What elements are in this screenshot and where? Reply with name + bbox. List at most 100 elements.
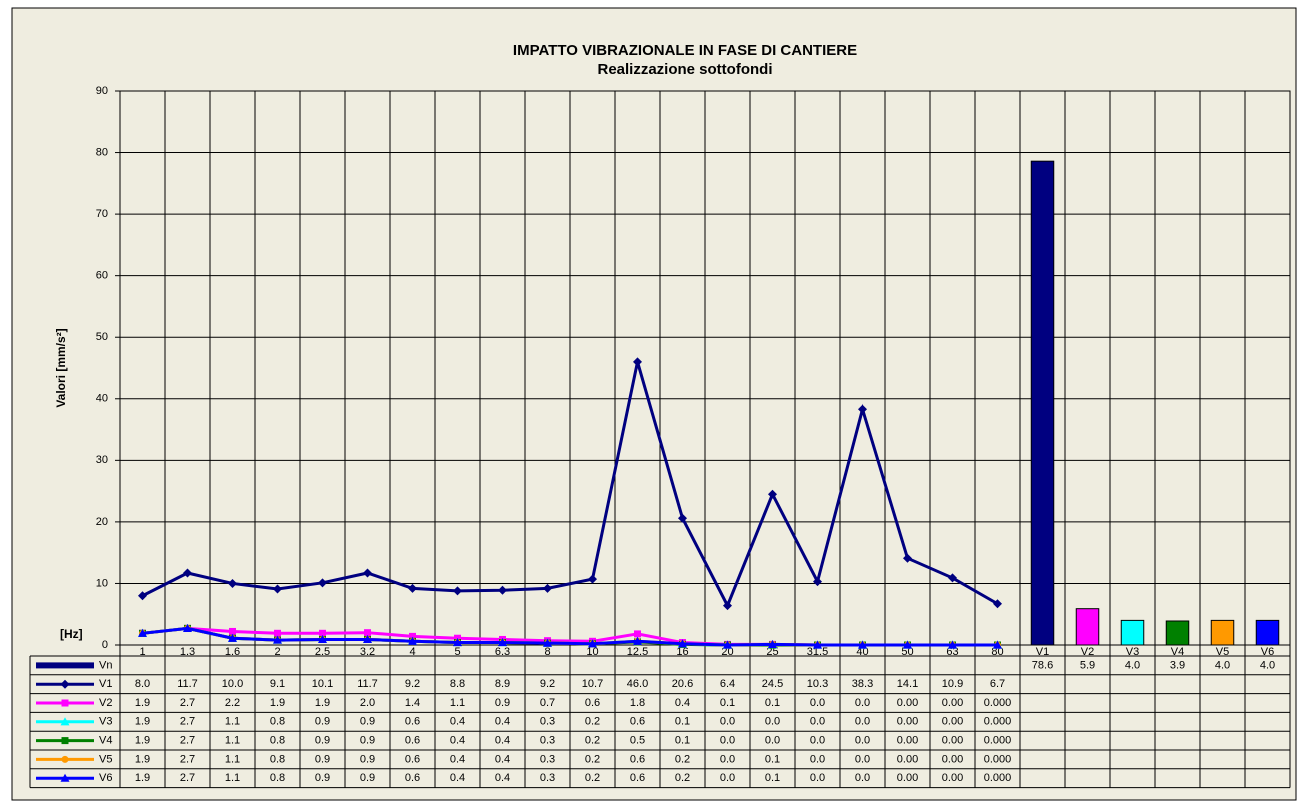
x-axis-label: [Hz]: [60, 627, 83, 641]
table-value: 0.0: [855, 697, 870, 709]
table-value: 8.0: [135, 678, 150, 690]
x-tick-label: 10: [586, 646, 598, 658]
bar: [1165, 620, 1190, 646]
marker: [318, 634, 327, 644]
marker: [813, 640, 822, 649]
x-tick-label: V3: [1126, 646, 1139, 658]
marker: [768, 489, 777, 499]
x-tick-label: 20: [721, 646, 733, 658]
table-value: 1.8: [630, 697, 645, 709]
x-tick-label: 1.6: [225, 646, 240, 658]
table-value: 0.0: [720, 735, 735, 747]
table-value: 0.1: [675, 716, 690, 728]
table-value: 0.6: [630, 772, 645, 784]
table-value: 0.2: [585, 772, 600, 784]
x-tick-label: 50: [901, 646, 913, 658]
bar: [1210, 619, 1235, 646]
table-value: 0.0: [765, 716, 780, 728]
table-value: 14.1: [897, 678, 918, 690]
marker: [228, 578, 237, 588]
table-value: 3.9: [1170, 659, 1185, 671]
table-value: 0.2: [675, 753, 690, 765]
x-tick-label: 5: [454, 646, 460, 658]
table-value: 0.1: [765, 697, 780, 709]
table-value: 0.2: [585, 735, 600, 747]
table-value: 0.4: [450, 735, 465, 747]
table-value: 0.6: [630, 753, 645, 765]
table-value: 2.7: [180, 697, 195, 709]
table-value: 1.9: [315, 697, 330, 709]
marker: [588, 574, 597, 584]
table-value: 0.9: [360, 735, 375, 747]
marker: [723, 640, 732, 649]
y-tick-label: 0: [102, 639, 108, 651]
table-value: 0.5: [630, 735, 645, 747]
marker: [364, 629, 371, 637]
x-tick-label: 6.3: [495, 646, 510, 658]
marker: [183, 568, 192, 578]
table-value: 0.9: [495, 697, 510, 709]
marker: [61, 755, 69, 763]
marker: [903, 553, 912, 563]
marker: [318, 578, 327, 588]
x-tick-label: 40: [856, 646, 868, 658]
table-value: 0.0: [810, 753, 825, 765]
table-value: 0.4: [675, 697, 690, 709]
table-value: 1.9: [135, 772, 150, 784]
table-value: 0.00: [942, 772, 963, 784]
table-value: 2.2: [225, 697, 240, 709]
marker: [993, 640, 1002, 649]
table-value: 0.1: [765, 753, 780, 765]
x-tick-label: 2: [274, 646, 280, 658]
table-value: 0.00: [897, 753, 918, 765]
x-tick-label: 3.2: [360, 646, 375, 658]
table-value: 0.0: [720, 716, 735, 728]
marker: [768, 639, 777, 648]
table-value: 6.7: [990, 678, 1005, 690]
marker: [408, 583, 417, 593]
table-value: 8.8: [450, 678, 465, 690]
table-value: 0.4: [495, 735, 510, 747]
marker: [274, 629, 281, 637]
marker: [453, 586, 462, 596]
marker: [633, 357, 642, 367]
table-value: 0.2: [675, 772, 690, 784]
bar: [1120, 619, 1145, 646]
table-value: 0.00: [897, 697, 918, 709]
marker: [858, 640, 867, 649]
legend-label: V1: [99, 678, 112, 690]
table-value: 0.3: [540, 772, 555, 784]
chart-title: IMPATTO VIBRAZIONALE IN FASE DI CANTIERE: [513, 42, 857, 59]
marker: [228, 633, 237, 642]
table-value: 2.7: [180, 753, 195, 765]
x-tick-label: 1.3: [180, 646, 195, 658]
table-value: 0.9: [315, 753, 330, 765]
legend-label: V6: [99, 772, 112, 784]
marker: [633, 636, 642, 645]
marker: [498, 638, 507, 647]
marker: [60, 773, 70, 782]
table-value: 1.1: [225, 753, 240, 765]
legend-label: V4: [99, 735, 112, 747]
x-tick-label: 16: [676, 646, 688, 658]
marker: [273, 584, 282, 594]
table-value: 0.0: [810, 735, 825, 747]
marker: [678, 513, 687, 523]
table-value: 0.9: [360, 753, 375, 765]
table-value: 0.1: [720, 697, 735, 709]
legend-label: V5: [99, 753, 112, 765]
table-value: 8.9: [495, 678, 510, 690]
table-value: 0.6: [405, 772, 420, 784]
table-value: 0.00: [942, 716, 963, 728]
x-tick-label: 8: [544, 646, 550, 658]
table-value: 0.0: [855, 716, 870, 728]
marker: [543, 638, 552, 647]
table-value: 0.6: [630, 716, 645, 728]
marker: [948, 640, 957, 649]
table-value: 0.0: [855, 772, 870, 784]
x-tick-label: 12.5: [627, 646, 648, 658]
table-value: 0.3: [540, 735, 555, 747]
table-value: 20.6: [672, 678, 693, 690]
table-value: 0.00: [942, 753, 963, 765]
marker: [588, 639, 597, 648]
